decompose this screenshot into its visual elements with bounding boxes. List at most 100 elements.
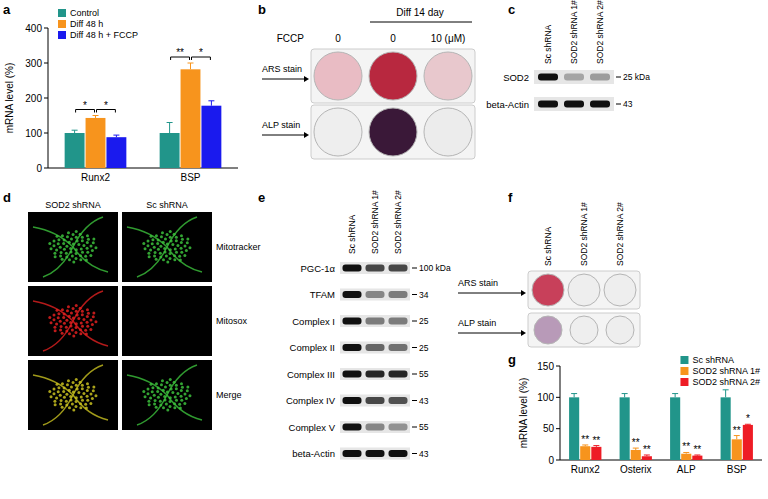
signal-dot: [81, 236, 84, 239]
panel-label: b: [258, 2, 266, 17]
cell-signal: [127, 365, 202, 425]
signal-dot: [53, 400, 56, 403]
signal-dot: [164, 238, 167, 241]
band: [389, 318, 408, 325]
signal-dot: [159, 400, 162, 403]
signal-dot: [173, 406, 176, 409]
signal-dot: [68, 406, 71, 409]
treatment-label: FCCP: [277, 33, 305, 44]
cell-process: [73, 291, 103, 321]
signal-dot: [57, 316, 60, 319]
signal-dot: [86, 389, 89, 392]
well: [570, 316, 598, 344]
lane-label: SOD2 shRNA 2#: [393, 190, 403, 254]
y-tick: [44, 133, 48, 134]
signal-dot: [155, 406, 158, 409]
signal-dot: [175, 251, 178, 254]
legend-label: Control: [70, 8, 99, 18]
y-tick-label: 0: [36, 163, 42, 174]
lane-label: SOD2 shRNA 1#: [569, 0, 579, 64]
arrow: [262, 79, 305, 80]
cell-process: [33, 375, 73, 395]
band: [538, 74, 558, 81]
signal-dot: [92, 386, 95, 389]
row-label: beta-Actin: [292, 448, 335, 459]
error-bar: [208, 101, 214, 106]
signal-dot: [81, 384, 84, 387]
signal-dot: [146, 392, 149, 395]
signal-dot: [157, 248, 160, 251]
signal-dot: [53, 326, 56, 329]
signal-dot: [184, 393, 187, 396]
legend: Sc shRNASOD2 shRNA 1#SOD2 shRNA 2#: [680, 355, 760, 387]
signal-dot: [54, 329, 57, 332]
bar: [65, 133, 85, 168]
cell-process: [127, 227, 167, 247]
signal-dot: [63, 322, 66, 325]
signal-dot: [84, 403, 87, 406]
signal-dot: [173, 258, 176, 261]
signal-dot: [157, 238, 160, 241]
signal-dot: [85, 406, 88, 409]
signal-dot: [180, 382, 183, 385]
signal-dot: [90, 319, 93, 322]
signal-dot: [65, 252, 68, 255]
mw-tick: [412, 374, 417, 375]
blot-strip: [340, 421, 410, 433]
signal-dot: [175, 384, 178, 387]
signal-dot: [60, 399, 63, 402]
band: [590, 74, 610, 81]
significance: **: [632, 437, 640, 448]
signal-dot: [181, 238, 184, 241]
signal-dot: [48, 316, 51, 319]
well: [424, 52, 472, 100]
row-label: Complex IV: [286, 395, 336, 406]
signal-dot: [159, 252, 162, 255]
signal-dot: [178, 255, 181, 258]
signal-dot: [165, 402, 168, 405]
blot-strip: [340, 342, 410, 354]
group-line: [370, 22, 472, 23]
signal-dot: [162, 241, 165, 244]
mw-tick: [412, 427, 417, 428]
signal-dot: [166, 243, 169, 246]
signal-dot: [186, 241, 189, 244]
cell-process: [167, 365, 197, 395]
signal-dot: [159, 393, 162, 396]
signal-dot: [148, 403, 151, 406]
signal-dot: [168, 257, 171, 260]
signal-dot: [59, 394, 62, 397]
signal-dot: [180, 251, 183, 254]
signal-dot: [173, 254, 176, 257]
signal-dot: [81, 399, 84, 402]
signal-dot: [76, 314, 79, 317]
signal-dot: [150, 235, 153, 238]
signal-dot: [180, 395, 183, 398]
signal-dot: [68, 332, 71, 335]
row-label: ARS stain: [262, 64, 302, 74]
signal-dot: [71, 328, 74, 331]
row-label: TFAM: [310, 289, 335, 300]
band: [389, 291, 408, 298]
mw-tick: [412, 294, 417, 295]
band: [366, 424, 385, 431]
signal-dot: [153, 246, 156, 249]
signal-dot: [180, 247, 183, 250]
signal-dot: [166, 261, 169, 264]
bar: [569, 397, 579, 460]
signal-dot: [80, 322, 83, 325]
row-label: Mitotracker: [216, 242, 261, 252]
signal-dot: [81, 310, 84, 313]
band: [389, 265, 408, 272]
plate: [311, 49, 475, 103]
signal-dot: [166, 233, 169, 236]
signal-dot: [72, 307, 75, 310]
lane-label: Sc shRNA: [543, 24, 553, 64]
panel-label: a: [3, 2, 11, 17]
signal-dot: [69, 247, 72, 250]
micrograph: [28, 286, 118, 356]
y-tick-label: 0: [548, 455, 554, 466]
y-tick: [44, 98, 48, 99]
signal-dot: [151, 242, 154, 245]
signal-dot: [79, 381, 82, 384]
